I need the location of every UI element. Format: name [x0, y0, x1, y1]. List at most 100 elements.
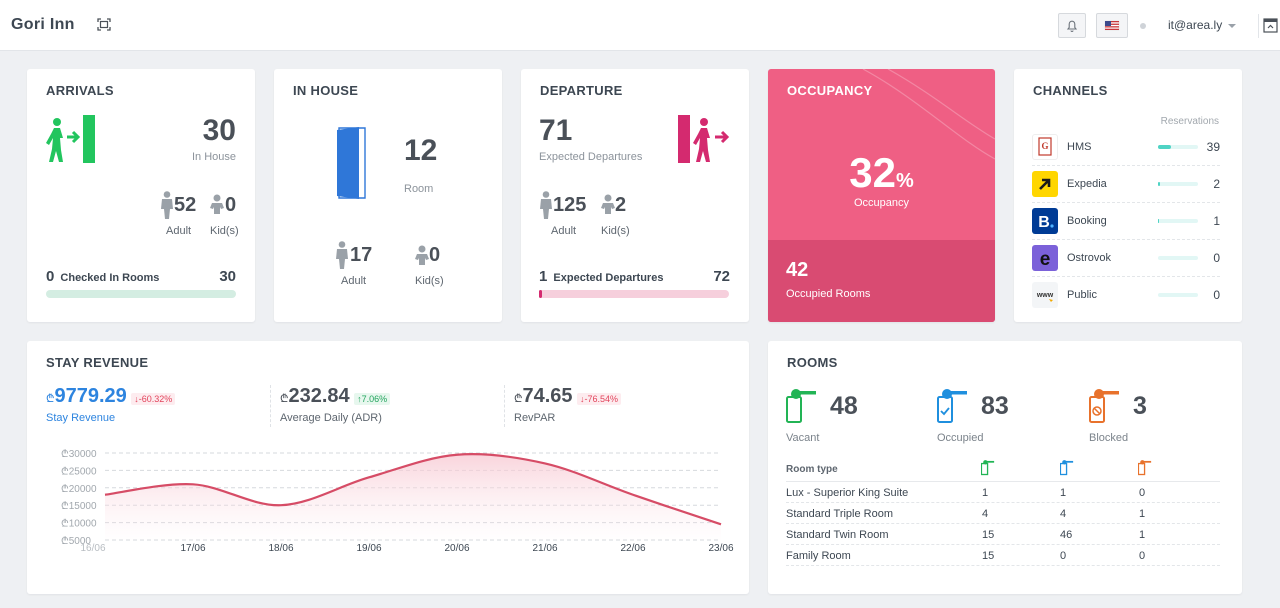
rooms-title: ROOMS: [787, 355, 838, 370]
language-button[interactable]: [1096, 13, 1128, 38]
blocked-cell: 1: [1139, 529, 1146, 541]
arrivals-adult-count: 52: [174, 194, 197, 216]
channel-value: 0: [1213, 288, 1220, 302]
channel-bar: [1158, 219, 1198, 223]
user-email: it@area.ly: [1168, 18, 1223, 32]
y-tick-label: ₾20000: [61, 484, 97, 495]
departure-door-icon: [678, 115, 730, 163]
revenue-area: [105, 454, 721, 540]
arrivals-adult-label: Adult: [166, 225, 192, 237]
occupancy-card: OCCUPANCY 32% Occupancy 42 Occupied Room…: [768, 69, 995, 322]
arrivals-checked-label: Checked In Rooms: [60, 272, 160, 284]
inhouse-title: IN HOUSE: [293, 83, 359, 98]
occupied-cell: 1: [1060, 487, 1067, 499]
blocked-room-icon: [1089, 389, 1119, 423]
channel-name: HMS: [1067, 141, 1092, 153]
channel-row[interactable]: Expedia 2: [1032, 166, 1220, 203]
room-type-cell: Lux - Superior King Suite: [786, 487, 909, 499]
channel-row[interactable]: www Public 0: [1032, 277, 1220, 314]
stay-revenue-label: Stay Revenue: [46, 412, 116, 424]
svg-text:e: e: [1040, 249, 1051, 270]
notifications-button[interactable]: [1058, 13, 1086, 38]
channel-row[interactable]: e Ostrovok 0: [1032, 240, 1220, 277]
occupancy-percent-sign: %: [895, 170, 914, 192]
x-tick-label: 21/06: [532, 543, 557, 554]
top-bar: Gori Inn it@area.ly: [0, 0, 1280, 51]
hms-logo-icon: G: [1032, 134, 1058, 160]
channel-bar: [1158, 256, 1198, 260]
vacant-cell: 4: [982, 508, 989, 520]
occupancy-percent-label: Occupancy: [853, 197, 910, 209]
channels-card: CHANNELS Reservations G HMS 39 Expedia 2…: [1014, 69, 1242, 322]
expedia-logo-icon: [1032, 171, 1058, 197]
revpar-label: RevPAR: [514, 412, 556, 424]
inhouse-kids-label: Kid(s): [415, 275, 444, 287]
departure-done-total: 72: [713, 268, 730, 285]
channel-bar-fill: [1158, 145, 1171, 149]
y-tick-label: ₾30000: [61, 449, 97, 460]
occupied-cell: 4: [1060, 508, 1067, 520]
vacant-room-icon: [786, 389, 816, 423]
vacant-cell: 1: [982, 487, 989, 499]
channel-value: 2: [1213, 177, 1220, 191]
occupied-rooms-label: Occupied Rooms: [786, 288, 871, 300]
user-menu[interactable]: it@area.ly: [1168, 18, 1237, 32]
sidebar-toggle-button[interactable]: [1258, 14, 1280, 38]
stay-revenue-chart: ₾30000 ₾25000 ₾20000 ₾15000 ₾10000 ₾5000 16/0…: [61, 449, 734, 554]
channel-bar-fill: [1158, 182, 1160, 186]
adr-value: 232.84: [288, 385, 350, 407]
x-tick-label: 20/06: [444, 543, 469, 554]
channel-row[interactable]: B Booking 1: [1032, 203, 1220, 240]
adult-icon: [540, 191, 552, 219]
channel-row[interactable]: G HMS 39: [1032, 129, 1220, 166]
table-row: Lux - Superior King Suite 1 1 0: [786, 482, 1220, 503]
departure-adult-count: 125: [553, 194, 587, 216]
kid-icon: [415, 245, 429, 265]
revpar-change: ↓-76.54%: [577, 393, 622, 405]
sidebar-toggle-icon: [1263, 18, 1278, 33]
channel-bar: [1158, 145, 1198, 149]
channels-title: CHANNELS: [1033, 83, 1108, 98]
x-tick-label: 19/06: [356, 543, 381, 554]
blocked-column-icon: [1138, 460, 1152, 476]
arrivals-title: ARRIVALS: [46, 83, 114, 98]
room-type-cell: Standard Twin Room: [786, 529, 889, 541]
table-row: Family Room 15 0 0: [786, 545, 1220, 566]
stay-revenue-card: STAY REVENUE ₾9779.29 ↓-60.32% Stay Reve…: [27, 341, 749, 594]
revpar-value: 74.65: [522, 385, 573, 407]
channel-name: Ostrovok: [1067, 252, 1112, 264]
adult-icon: [336, 241, 348, 269]
blocked-cell: 0: [1139, 487, 1146, 499]
channel-bar: [1158, 293, 1198, 297]
rooms-vacant-count: 48: [830, 392, 858, 420]
arrival-door-icon: [46, 115, 95, 163]
arrivals-card: ARRIVALS 30 In House 52 0 Adult Kid(s) 0…: [27, 69, 255, 322]
departure-kids-label: Kid(s): [601, 225, 630, 237]
rooms-blocked-count: 3: [1133, 392, 1147, 420]
adr-label: Average Daily (ADR): [280, 412, 382, 424]
departure-kids-count: 2: [615, 194, 627, 216]
expand-icon[interactable]: [97, 18, 111, 31]
occupancy-rooms-panel: 42 Occupied Rooms: [768, 240, 995, 322]
rooms-occupied-label: Occupied: [937, 432, 984, 444]
arrivals-total-label: In House: [191, 151, 236, 163]
y-tick-label: ₾10000: [61, 519, 97, 530]
table-row: Standard Twin Room 15 46 1: [786, 524, 1220, 545]
occupied-cell: 0: [1060, 550, 1067, 562]
stay-revenue-value: 9779.29: [54, 385, 127, 407]
arrivals-checked-total: 30: [219, 268, 236, 285]
table-header-divider: [786, 481, 1220, 482]
svg-text:www: www: [1036, 292, 1054, 299]
vacant-cell: 15: [982, 550, 995, 562]
channel-value: 39: [1206, 140, 1220, 154]
inhouse-adult-label: Adult: [341, 275, 367, 287]
channel-name: Public: [1067, 289, 1097, 301]
x-tick-label: 16/06: [80, 543, 105, 554]
channel-name: Expedia: [1067, 178, 1107, 190]
stay-revenue-title: STAY REVENUE: [46, 355, 149, 370]
currency-symbol: ₾: [46, 393, 55, 405]
occupancy-percent-row: 32%: [768, 149, 995, 197]
channel-value: 0: [1213, 251, 1220, 265]
arrivals-progress-bar: [46, 290, 236, 298]
occupied-room-icon: [937, 389, 967, 423]
